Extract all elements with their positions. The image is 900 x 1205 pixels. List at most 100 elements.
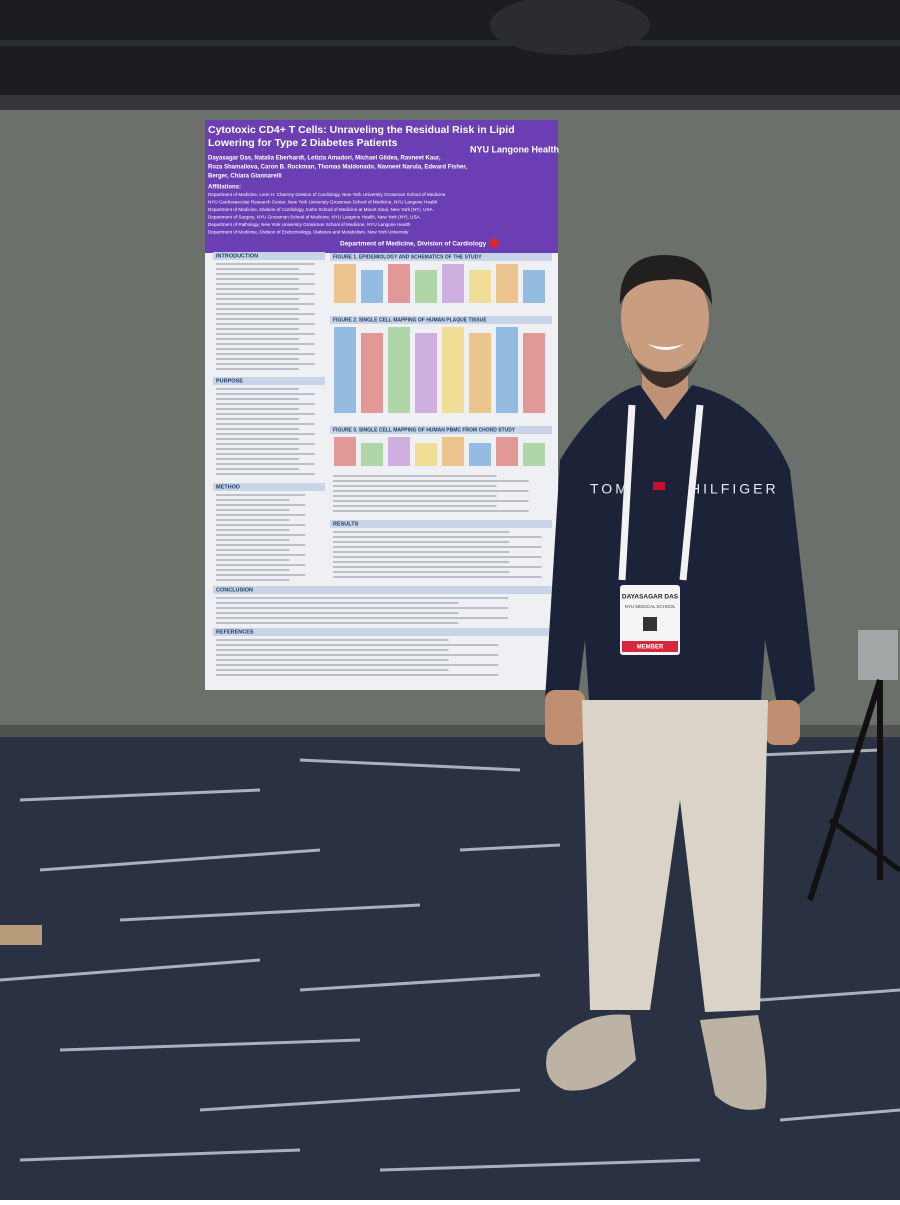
figure-panel [388,327,410,413]
figure-panel [496,264,518,303]
ceiling [490,0,650,55]
carpet [0,958,261,982]
carpet [299,758,521,772]
person [582,700,768,1012]
figure-heading: FIGURE 2. SINGLE CELL MAPPING OF HUMAN P… [333,317,487,323]
figure-panel [415,333,437,413]
author-line: Berger, Chiara Giannarelli [208,174,282,180]
stand [0,630,900,945]
department: Department of Medicine, Division of Card… [340,241,487,248]
figure-panel [361,443,383,466]
affiliation-line: Department of Medicine, Leon H. Charney … [208,192,446,197]
affiliation-line: Department of Medicine, Division of Endo… [208,230,409,235]
badge-name: DAYASAGAR DAS [622,594,679,601]
affiliation-line: NYU Cardiovascular Research Center, New … [208,200,438,205]
figure-heading: FIGURE 1. EPIDEMIOLOGY AND SCHEMATICS OF… [333,254,482,260]
badge-tag: MEMBER [637,645,664,651]
carpet [39,848,321,872]
stand [807,679,883,901]
carpet [199,1088,521,1112]
poster-title: Lowering for Type 2 Diabetes Patients [208,137,398,149]
ceiling [0,40,900,46]
person [700,1015,767,1110]
carpet [779,1108,900,1122]
section-bar [213,483,325,491]
figure-panel [523,333,545,413]
section-heading: PURPOSE [216,378,243,384]
author-line: Dayasagar Das, Natalia Eberhardt, Letizi… [208,156,441,162]
figure-bar [330,316,552,324]
poster [330,520,552,528]
person [622,641,678,652]
person [653,482,665,490]
person [618,404,704,581]
brand-text: TOM [590,481,630,497]
carpet [459,843,561,852]
conclusion-heading: CONCLUSION [216,587,253,593]
person [546,1014,636,1091]
carpet [19,788,261,802]
figure-panel [469,443,491,466]
poster-title: Cytotoxic CD4+ T Cells: Unraveling the R… [208,124,515,136]
figure-panel [496,437,518,466]
ceiling [0,95,900,113]
affiliation-line: Department of Medicine, Division of Card… [208,207,434,212]
person: TOM HILFIGER DAYASAGAR DAS NYU MEDICAL S… [545,255,815,1110]
person [545,385,815,720]
badge-school: NYU MEDICAL SCHOOL [625,604,676,609]
carpet [0,748,900,1172]
figure-panel [388,437,410,466]
section-bar [213,377,325,385]
figure-panel [442,437,464,466]
ceiling [0,0,900,113]
carpet [379,1158,701,1172]
affiliations-heading: Affiliations: [208,185,241,191]
person [619,255,712,305]
figure-panel [496,327,518,413]
figure-panel [334,437,356,466]
section-bar [213,252,325,260]
carpet [119,903,421,922]
figure-bar [330,253,552,261]
section-heading: INTRODUCTION [216,253,258,259]
figure-panel [469,270,491,303]
stand [858,630,898,680]
carpet [759,988,900,1002]
figure-bar [330,426,552,434]
figure-panel [442,264,464,303]
person [648,344,684,350]
affiliations: Department of Medicine, Leon H. Charney … [208,192,446,235]
author-line: Roza Shamailova, Caron B. Rockman, Thoma… [208,165,467,171]
person [545,690,585,745]
poster [205,120,558,253]
ceiling [0,0,900,110]
references-heading: REFERENCES [216,629,254,635]
stand [828,817,900,873]
figure-panel [469,333,491,413]
carpet [299,973,541,992]
figure-panel [415,270,437,303]
poster: Cytotoxic CD4+ T Cells: Unraveling the R… [205,120,559,690]
authors: Dayasagar Das, Natalia Eberhardt, Letizi… [208,156,467,180]
person [765,700,800,745]
figure-panel [361,333,383,413]
results-heading: RESULTS [333,521,359,527]
figure-panel [523,443,545,466]
figures: FIGURE 1. EPIDEMIOLOGY AND SCHEMATICS OF… [330,253,552,466]
figure-heading: FIGURE 3. SINGLE CELL MAPPING OF HUMAN P… [333,427,516,433]
stand [0,925,42,945]
figure-panel [523,270,545,303]
figure-panel [442,327,464,413]
person [621,264,709,372]
affiliation-line: Department of Surgery, NYU Grossman Scho… [208,215,421,220]
poster [213,628,552,636]
figure-panel [415,443,437,466]
brand-text: HILFIGER [690,481,779,497]
figure-panel [388,264,410,303]
section-heading: METHOD [216,484,240,490]
body-text [216,263,542,676]
figure-panel [361,270,383,303]
poster [489,238,499,248]
person [643,617,657,631]
